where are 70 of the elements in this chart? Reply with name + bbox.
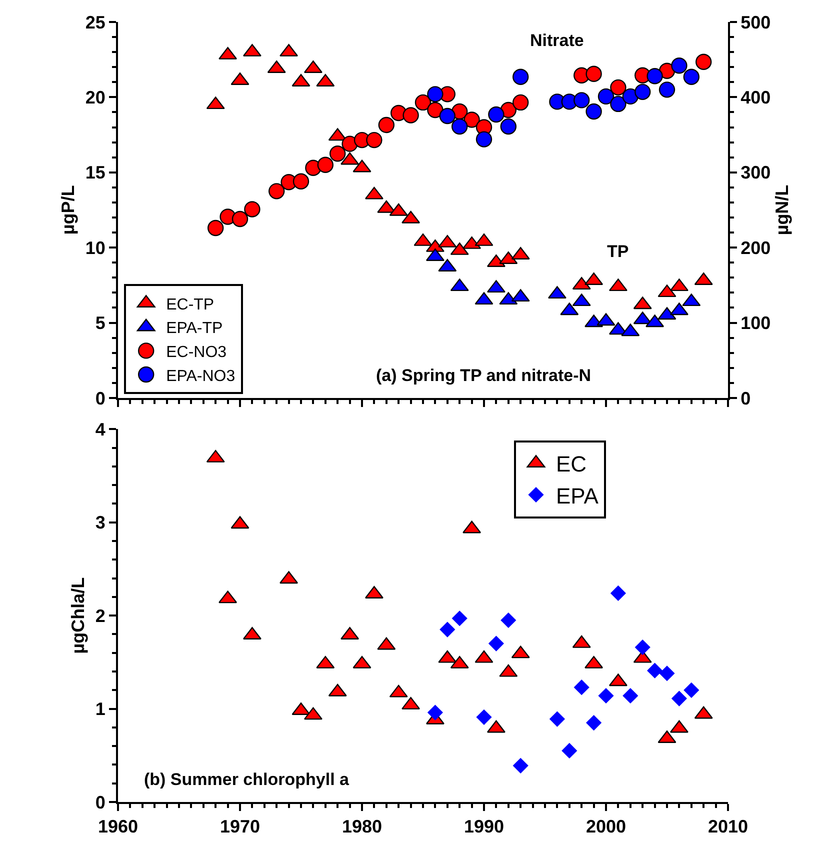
y-tick-label: 5 <box>95 313 106 334</box>
annotation: (b) Summer chlorophyll a <box>144 770 350 789</box>
x-tick-label: 2010 <box>708 816 748 837</box>
legend-label: EC <box>556 452 587 477</box>
point <box>476 131 492 148</box>
legend-label: EC-NO3 <box>166 344 227 361</box>
y-tick-label: 10 <box>85 238 106 258</box>
x-tick-label: 1970 <box>220 816 260 837</box>
point <box>586 103 602 120</box>
point <box>268 183 285 200</box>
y-tick-label: 25 <box>85 12 106 32</box>
x-tick-label: 1980 <box>342 816 382 837</box>
annotation: (a) Spring TP and nitrate-N <box>376 366 592 385</box>
point <box>317 156 334 173</box>
y2-axis-title: µgN/L <box>772 184 792 236</box>
legend-label: EPA-NO3 <box>166 368 236 385</box>
point <box>574 92 590 108</box>
y2-tick-label: 100 <box>740 313 771 334</box>
point <box>512 94 529 111</box>
annotation: TP <box>607 242 629 261</box>
y-tick-label: 2 <box>95 606 106 626</box>
point <box>683 68 700 85</box>
point <box>414 94 432 111</box>
point <box>488 106 504 123</box>
y-tick-label: 0 <box>95 388 106 408</box>
point <box>586 66 602 82</box>
point <box>696 54 712 70</box>
y2-tick-label: 400 <box>740 87 771 108</box>
point <box>671 58 688 74</box>
point <box>512 68 529 85</box>
annotation: Nitrate <box>530 31 584 50</box>
y2-tick-label: 300 <box>740 162 771 183</box>
y2-tick-label: 500 <box>740 12 771 32</box>
y-tick-label: 15 <box>85 162 106 183</box>
point <box>366 132 382 148</box>
point <box>427 102 444 118</box>
point <box>500 118 516 135</box>
point <box>439 108 456 124</box>
x-tick-label: 1960 <box>98 816 138 837</box>
point <box>244 201 260 218</box>
point <box>622 88 638 105</box>
point <box>232 210 248 228</box>
point <box>292 173 310 190</box>
legend-label: EPA <box>556 483 599 508</box>
y-tick-label: 1 <box>95 699 106 720</box>
legend-label: EC-TP <box>166 296 214 314</box>
y-tick-label: 3 <box>95 512 106 533</box>
y-axis-title: µgP/L <box>58 185 78 235</box>
y2-tick-label: 0 <box>740 388 751 408</box>
point <box>452 118 468 135</box>
point <box>646 68 663 84</box>
x-tick-label: 1990 <box>464 816 504 837</box>
point <box>634 84 651 100</box>
point <box>610 96 626 112</box>
y-tick-label: 0 <box>95 792 106 812</box>
point <box>464 112 480 128</box>
x-tick-label: 2000 <box>586 816 626 837</box>
y2-tick-label: 200 <box>740 238 771 258</box>
point <box>658 82 676 98</box>
point <box>378 116 394 134</box>
legend-label: EPA-TP <box>166 320 223 338</box>
point <box>330 145 346 162</box>
point <box>402 107 419 124</box>
point <box>598 88 614 105</box>
y-axis-title: µgChla/L <box>68 577 88 654</box>
point <box>208 220 224 236</box>
y-tick-label: 4 <box>95 419 106 440</box>
y-tick-label: 20 <box>85 87 106 108</box>
point <box>427 86 444 102</box>
point <box>610 79 626 96</box>
